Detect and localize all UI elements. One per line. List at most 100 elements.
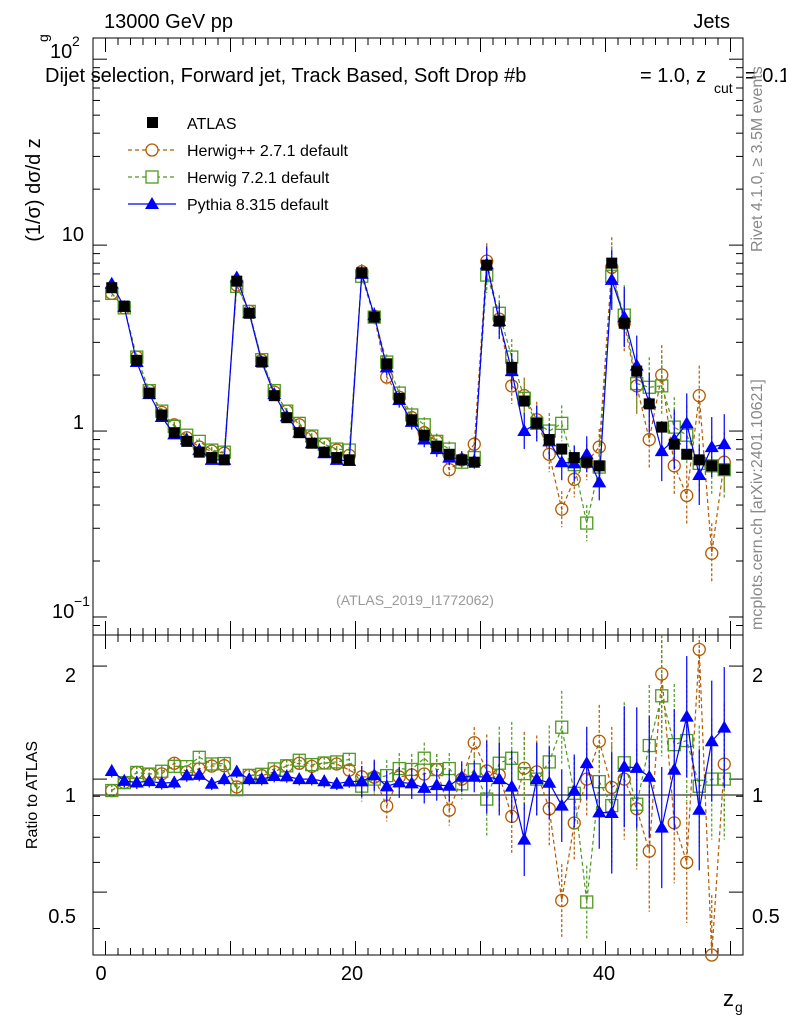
data-point-atlas [443,448,455,460]
data-point-atlas [706,460,718,472]
data-point-atlas [506,361,518,373]
ratio-point-pythia [354,774,369,787]
legend-label-herwig7: Herwig 7.2.1 default [187,170,330,187]
legend-marker-atlas [147,117,158,128]
series-layer [104,237,732,962]
data-point-atlas [593,460,605,472]
data-point-atlas [606,257,618,269]
ratio-point-herwig7 [555,720,569,734]
data-point-atlas [281,412,293,424]
ratio-point-herwigpp [555,893,569,908]
ratio-point-pythia [692,802,707,815]
analysis-watermark: (ATLAS_2019_I1772062) [336,592,494,608]
ratio-point-herwig7 [655,689,669,703]
ratio-point-pythia [617,759,632,772]
ratio-point-pythia [129,775,144,788]
axis-ticks [93,38,743,955]
mcplots-label: mcplots.cern.ch [arXiv:2401.10621] [749,379,766,630]
x-axis-label-sub: g [735,999,743,1015]
data-point-atlas [356,267,368,279]
data-point-atlas [343,454,355,466]
data-point-atlas [306,437,318,449]
ratio-point-pythia [517,832,532,845]
ratio-point-herwigpp [705,948,719,962]
data-point-atlas [668,438,680,450]
data-point-herwig7 [655,379,669,393]
ratio-point-pythia [179,768,194,781]
ratio-point-pythia [429,778,444,791]
legend-marker-pythia [145,197,159,209]
ratio-ytick-label-2-right: 2 [752,665,763,687]
ratio-point-pythia [304,772,319,785]
data-point-atlas [243,307,255,319]
ratio-point-pythia [467,769,482,782]
ratio-point-pythia [442,778,457,791]
ratio-point-pythia [192,767,207,780]
ratio-ytick-label-1-right: 1 [752,785,763,807]
ratio-point-pythia [142,774,157,787]
selection-beta-sub: cut [714,80,733,96]
ratio-ytick-label-1: 1 [65,785,76,807]
ratio-point-pythia [404,776,419,789]
legend-label-pythia: Pythia 8.315 default [187,197,329,214]
selection-title: Dijet selection, Forward jet, Track Base… [45,65,526,87]
data-point-atlas [518,395,530,407]
data-point-herwigpp [705,546,719,560]
data-point-atlas [393,392,405,404]
data-point-herwigpp [555,502,569,516]
ratio-point-herwig7 [417,751,431,765]
data-point-atlas [493,315,505,327]
ratio-point-pythia [504,779,519,792]
series-atlas [106,257,730,476]
legend-marker-herwigpp [145,143,159,157]
data-point-atlas [206,452,218,464]
data-point-atlas [131,354,143,366]
selection-beta-tail: = 0.1 [745,65,786,87]
data-point-atlas [718,464,730,476]
ratio-point-pythia [379,779,394,792]
data-point-atlas [643,398,655,410]
data-point-herwigpp [692,389,706,403]
ratio-point-pythia [254,772,269,785]
legend-label-atlas: ATLAS [187,116,237,133]
ratio-point-pythia [417,780,432,793]
series-pythia [104,246,732,889]
data-point-atlas [318,446,330,458]
legend-label-herwigpp: Herwig++ 2.7.1 default [187,143,349,160]
data-point-atlas [106,282,118,294]
data-point-atlas [368,311,380,323]
y-axis-label-ratio: Ratio to ATLAS [24,741,41,849]
ratio-point-pythia [479,770,494,783]
ratio-point-pythia [117,773,132,786]
data-point-pythia [579,447,594,460]
data-point-atlas [331,452,343,464]
data-point-pythia [654,444,669,457]
ratio-point-pythia [217,772,232,785]
ratio-point-herwig7 [580,895,594,909]
energy-label: 13000 GeV pp [104,11,233,33]
ratio-point-pythia [654,820,669,833]
data-point-atlas [481,259,493,271]
data-point-atlas [293,427,305,439]
data-point-pythia [604,272,619,285]
data-point-atlas [268,390,280,402]
ratio-point-herwigpp [442,803,456,817]
data-point-atlas [693,454,705,466]
data-point-atlas [418,429,430,441]
xtick-label-0: 0 [95,963,106,985]
data-point-pythia [592,475,607,488]
ratio-point-pythia [454,769,469,782]
data-point-atlas [568,452,580,464]
data-point-herwig7 [555,416,569,431]
data-point-atlas [556,443,568,455]
data-point-herwig7 [580,516,594,530]
ratio-point-pythia [229,764,244,777]
data-point-atlas [143,387,155,399]
ratio-point-pythia [392,775,407,788]
ratio-point-herwig7 [217,756,231,771]
data-point-atlas [581,456,593,468]
data-point-atlas [181,435,193,447]
ratio-point-pythia [667,762,682,775]
ratio-point-pythia [542,775,557,788]
ytick-label-0.1: 10 [52,601,74,623]
